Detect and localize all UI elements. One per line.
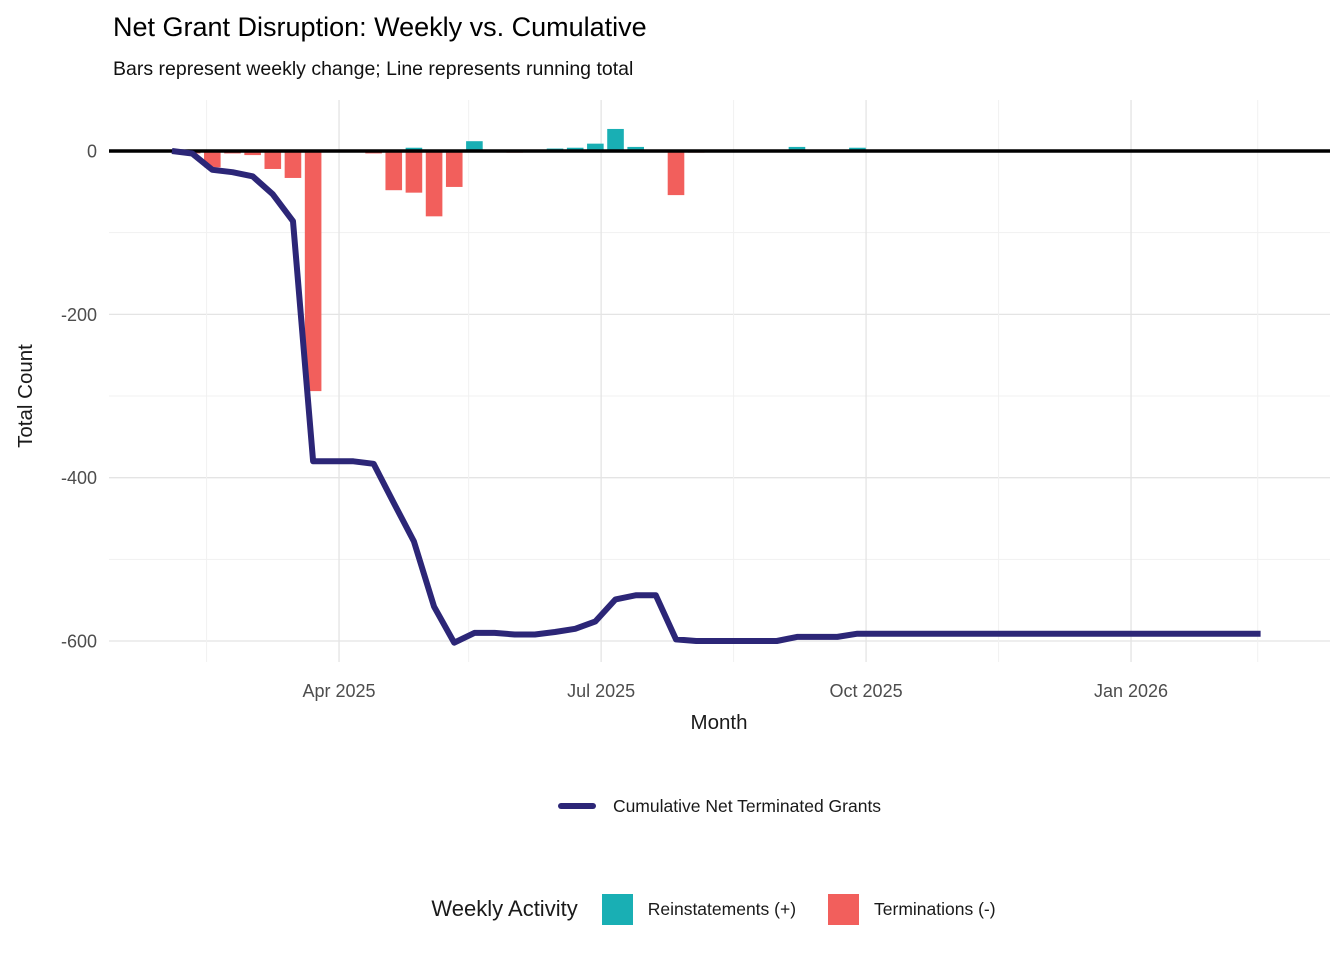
reinstatement-bar: [627, 146, 644, 151]
chart-subtitle: Bars represent weekly change; Line repre…: [113, 58, 634, 80]
terminations-legend-label: Terminations (-): [874, 898, 996, 919]
x-axis-title: Month: [691, 711, 748, 734]
cumulative-legend-label: Cumulative Net Terminated Grants: [612, 795, 882, 816]
termination-bar: [284, 151, 302, 178]
termination-bar: [667, 151, 685, 196]
legend-item-reinstatements: Reinstatements (+): [601, 893, 797, 925]
cumulative-line: [171, 148, 1261, 646]
axis-labels: 0 -200 -400 -600 Apr 2025 Jul 2025 Oct 2025 Jan…: [61, 142, 1168, 702]
termination-bar: [425, 151, 443, 217]
termination-bar: [304, 151, 322, 392]
legend-weekly-activity: Weekly Activity Reinstatements (+) Termi…: [109, 884, 1330, 934]
weekly-activity-legend-title: Weekly Activity: [431, 896, 578, 921]
termination-bar: [405, 151, 423, 193]
reinstatement-bar: [607, 128, 624, 151]
reinstatements-legend-label: Reinstatements (+): [647, 898, 797, 919]
y-tick-label: 0: [87, 142, 97, 162]
reinstatement-bar: [788, 146, 806, 151]
chart-title: Net Grant Disruption: Weekly vs. Cumulat…: [113, 12, 647, 42]
x-tick-label: Jul 2025: [567, 681, 635, 701]
termination-bar: [264, 151, 282, 169]
y-tick-label: -400: [61, 468, 97, 488]
reinstatements-swatch: [601, 893, 633, 925]
gridlines: [109, 100, 1330, 662]
cumulative-line-swatch: [557, 802, 596, 810]
y-axis-title: Total Count: [14, 344, 37, 448]
reinstatement-bar: [587, 143, 604, 151]
termination-bar: [445, 151, 463, 187]
legend-cumulative: Cumulative Net Terminated Grants: [109, 789, 1330, 823]
weekly-bars: [183, 128, 866, 392]
x-tick-label: Oct 2025: [830, 681, 903, 701]
x-tick-label: Apr 2025: [303, 681, 376, 701]
cumulative-line-layer: [171, 148, 1261, 646]
x-tick-label: Jan 2026: [1094, 681, 1168, 701]
y-tick-label: -600: [61, 632, 97, 652]
termination-bar: [385, 151, 403, 191]
plot-panel: 0 -200 -400 -600 Apr 2025 Jul 2025 Oct 2025 Jan…: [14, 100, 1330, 734]
reinstatement-bar: [466, 141, 483, 151]
terminations-swatch: [828, 893, 860, 925]
legend-item-terminations: Terminations (-): [828, 893, 996, 925]
y-tick-label: -200: [61, 305, 97, 325]
termination-bar: [244, 151, 261, 156]
